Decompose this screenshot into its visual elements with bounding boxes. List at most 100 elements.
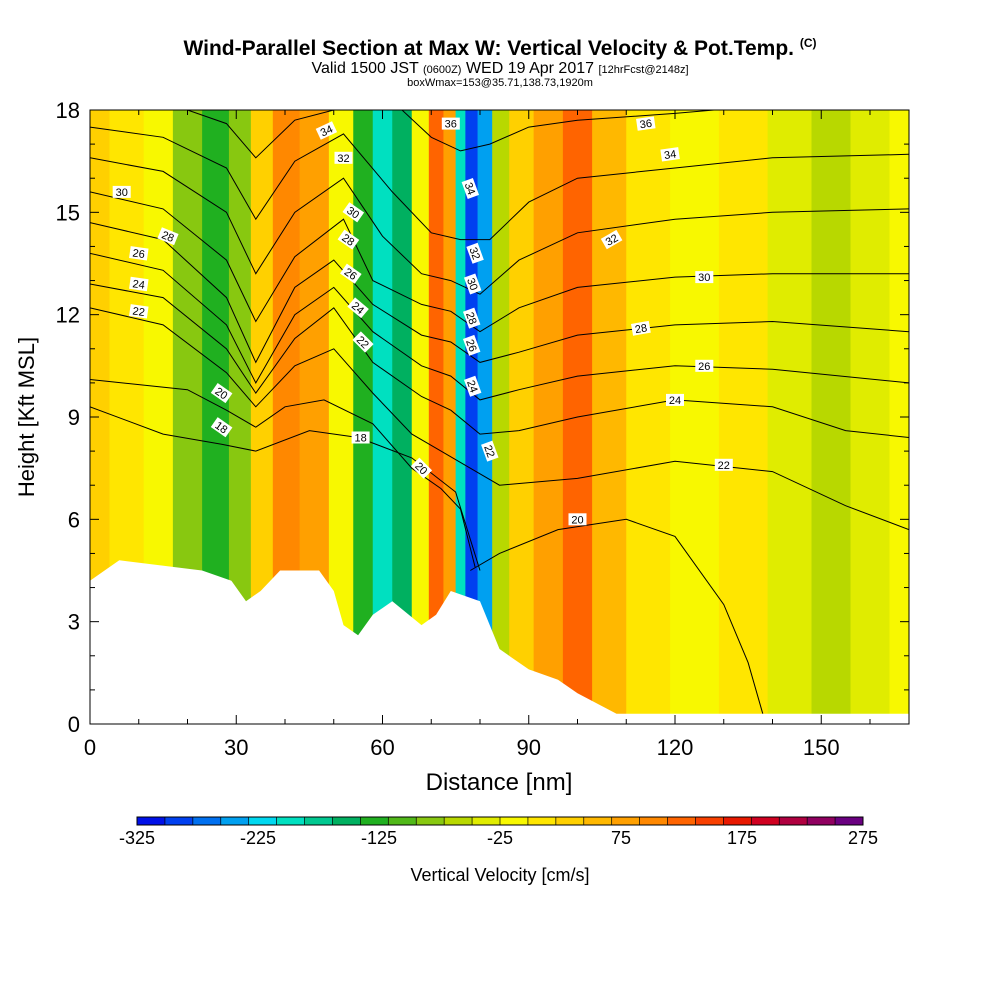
colorbar-label: Vertical Velocity [cm/s]	[410, 865, 589, 885]
colorbar-swatch	[416, 817, 445, 825]
isentrope-34	[90, 126, 909, 241]
velocity-band	[889, 110, 909, 724]
y-tick-label: 12	[56, 303, 80, 328]
svg-text:30: 30	[116, 187, 128, 199]
colorbar-tick-label: 75	[611, 828, 631, 848]
velocity-band	[372, 110, 393, 724]
x-tick-label: 0	[84, 735, 96, 760]
contour-label: 28	[337, 229, 360, 250]
velocity-band	[811, 110, 852, 724]
svg-text:22: 22	[718, 460, 730, 472]
svg-text:26: 26	[698, 361, 710, 373]
svg-text:32: 32	[466, 246, 481, 262]
isentrope-30	[90, 191, 909, 333]
y-tick-label: 3	[68, 610, 80, 635]
colorbar-swatch	[360, 817, 389, 825]
contour-label: 24	[666, 393, 684, 407]
terrain-mask	[90, 560, 909, 724]
svg-text:34: 34	[663, 148, 677, 162]
velocity-band	[353, 110, 374, 724]
colorbar-swatch	[639, 817, 668, 825]
contour-label: 36	[441, 117, 460, 131]
x-tick-label: 60	[370, 735, 394, 760]
terrain	[90, 560, 909, 724]
contour-label: 30	[695, 271, 714, 284]
colorbar-swatch	[304, 817, 333, 825]
colorbar: -325 -225 -125 -25 75 175 275	[119, 816, 878, 848]
contour-label: 26	[695, 359, 714, 373]
velocity-field	[90, 110, 909, 724]
contour-label: 30	[463, 273, 482, 295]
colorbar-swatch	[276, 817, 305, 825]
contour-label: 20	[568, 513, 587, 526]
colorbar-tick-label: -25	[487, 828, 513, 848]
contour-label: 32	[466, 242, 484, 264]
colorbar-swatch	[220, 817, 250, 825]
contour-label: 20	[210, 383, 233, 404]
colorbar-swatch	[332, 817, 361, 825]
colorbar-swatch	[164, 817, 194, 825]
y-tick-label: 6	[68, 507, 80, 532]
isentrope-36	[187, 110, 334, 159]
y-axis-label: Height [Kft MSL]	[14, 337, 39, 497]
colorbar-swatch	[248, 817, 278, 825]
colorbar-frame	[136, 816, 864, 826]
svg-text:34: 34	[462, 181, 477, 197]
colorbar-tick-label: -325	[119, 828, 155, 848]
svg-text:24: 24	[464, 379, 479, 395]
contour-labels: 30 28 26 24 22 20 18 34 32 30 28 26 24 22 18 20 36 34 32 30…	[112, 116, 733, 526]
svg-text:30: 30	[698, 272, 710, 284]
contour-label: 32	[600, 229, 623, 250]
velocity-band	[592, 110, 627, 724]
colorbar-swatch	[583, 817, 613, 825]
svg-text:18: 18	[213, 420, 230, 437]
y-tick-label: 15	[56, 200, 80, 225]
colorbar-swatch	[500, 817, 529, 825]
svg-text:34: 34	[319, 123, 335, 139]
x-tick-label: 90	[517, 735, 541, 760]
contour-label: 22	[481, 440, 499, 462]
x-tick-label: 150	[803, 735, 840, 760]
contour-label: 24	[129, 276, 149, 292]
svg-text:28: 28	[634, 322, 648, 336]
colorbar-swatch	[137, 817, 166, 825]
isentrope-36	[401, 110, 715, 152]
colorbar-swatch	[751, 817, 780, 825]
svg-text:22: 22	[481, 444, 496, 460]
colorbar-swatch	[723, 817, 752, 825]
svg-text:24: 24	[669, 395, 681, 407]
contour-label: 26	[129, 246, 149, 261]
x-tick-label: 120	[657, 735, 694, 760]
contour-label: 28	[630, 320, 651, 336]
colorbar-tick-label: -125	[361, 828, 397, 848]
velocity-band	[626, 110, 671, 724]
svg-text:26: 26	[132, 247, 146, 261]
contour-label: 26	[462, 334, 481, 356]
box-info: boxWmax=153@35.71,138.73,1920m	[407, 77, 593, 89]
contour-label: 32	[334, 151, 353, 165]
contour-label: 28	[157, 227, 179, 246]
velocity-band	[477, 110, 493, 724]
contour-label: 24	[463, 375, 482, 397]
y-tick-label: 9	[68, 405, 80, 430]
colorbar-swatch	[388, 817, 417, 825]
svg-text:30: 30	[464, 277, 479, 293]
svg-text:32: 32	[337, 153, 349, 165]
colorbar-swatch	[527, 817, 557, 825]
colorbar-swatch	[807, 817, 836, 825]
colorbar-swatch	[667, 817, 696, 825]
colorbar-tick-label: 175	[727, 828, 757, 848]
velocity-band	[670, 110, 720, 724]
svg-text:36: 36	[639, 118, 653, 132]
isentrope-18	[90, 406, 481, 571]
contour-label: 18	[210, 417, 233, 438]
x-axis-label: Distance [nm]	[426, 769, 573, 796]
svg-text:28: 28	[339, 232, 356, 249]
svg-text:26: 26	[342, 266, 359, 283]
isentrope-20	[90, 379, 476, 568]
velocity-band	[392, 110, 413, 724]
colorbar-tick-label: 275	[848, 828, 878, 848]
velocity-band	[850, 110, 891, 724]
isentrope-20	[470, 518, 764, 714]
